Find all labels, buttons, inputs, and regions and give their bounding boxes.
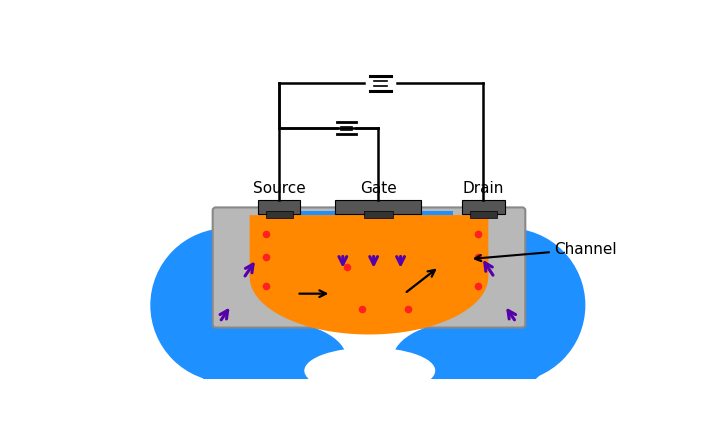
Bar [227,221,508,321]
Text: Channel: Channel [475,242,617,261]
Ellipse shape [304,348,435,394]
Ellipse shape [431,228,585,382]
Ellipse shape [192,321,347,397]
Text: Gate: Gate [360,181,396,196]
Bar [335,200,421,213]
Text: Drain: Drain [462,181,504,196]
FancyBboxPatch shape [213,207,526,328]
Polygon shape [250,215,489,334]
Ellipse shape [393,321,547,397]
Ellipse shape [150,228,304,382]
Bar [266,210,293,218]
Bar [301,210,453,250]
Text: Source: Source [253,181,305,196]
Bar [364,210,393,218]
Bar [470,210,497,218]
Bar [258,200,301,213]
Bar [462,200,505,213]
